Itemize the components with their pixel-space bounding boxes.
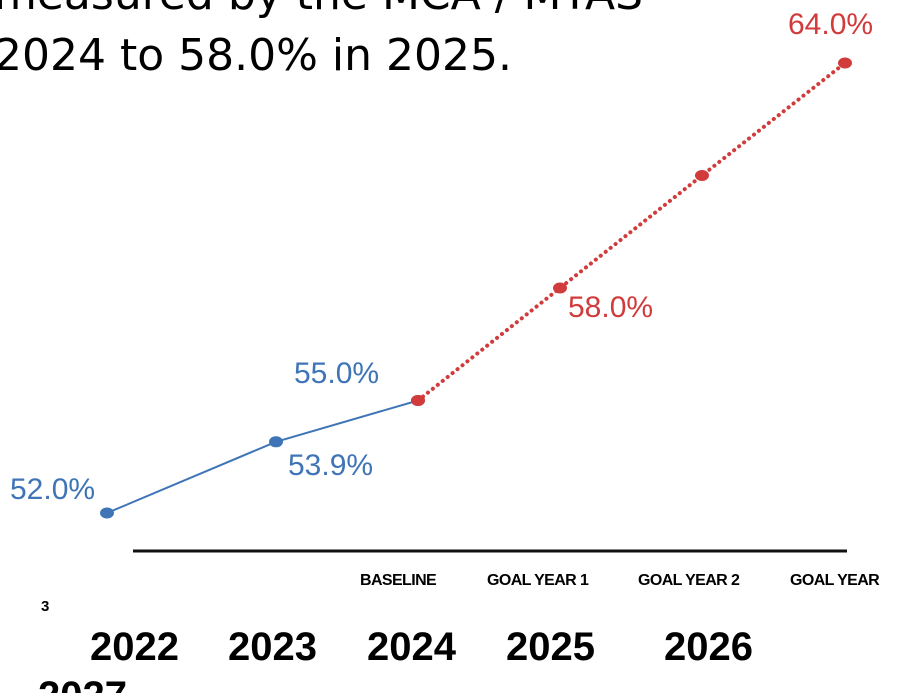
footer-year-2023: 2023 — [228, 625, 317, 669]
footer-year-2027: 2027 — [38, 676, 127, 693]
series-1-line — [416, 61, 847, 403]
x-tick-goal-year-1: GOAL YEAR 1 — [487, 572, 589, 589]
data-label-52-0pct: 52.0% — [10, 473, 95, 506]
footer-year-2026: 2026 — [664, 625, 753, 669]
series-layer — [100, 57, 852, 519]
page-number: 3 — [41, 598, 50, 615]
footer-year-2024: 2024 — [367, 625, 456, 669]
series-0-point-2023 — [269, 436, 283, 448]
x-tick-layer: BASELINE GOAL YEAR 1 GOAL YEAR 2 GOAL YEAR — [360, 572, 881, 589]
footer-year-2022: 2022 — [90, 625, 179, 669]
series-1-point-baseline — [411, 395, 425, 406]
slide-text-line-1: measured by the MCA / MTAS — [0, 0, 643, 17]
data-label-53-9pct: 53.9% — [288, 449, 373, 482]
x-tick-goal-year-2: GOAL YEAR 2 — [638, 572, 740, 589]
series-1-point-goal-year-3 — [838, 57, 852, 69]
series-1-point-goal-year-2 — [695, 170, 709, 181]
series-1-point-goal-year-1 — [553, 282, 567, 294]
slide-text-line-2: 2024 to 58.0% in 2025. — [0, 30, 512, 81]
data-label-55-0pct: 55.0% — [294, 357, 379, 390]
x-tick-baseline: BASELINE — [360, 572, 437, 589]
data-label-64-0pct: 64.0% — [788, 8, 873, 41]
footer-year-2025: 2025 — [506, 625, 595, 669]
series-0-point-2022 — [100, 507, 114, 519]
data-label-58-0pct: 58.0% — [568, 291, 653, 324]
data-label-layer: 52.0% 53.9% 55.0% 58.0% 64.0% — [10, 8, 873, 506]
x-tick-goal-year-3: GOAL YEAR — [790, 572, 880, 589]
